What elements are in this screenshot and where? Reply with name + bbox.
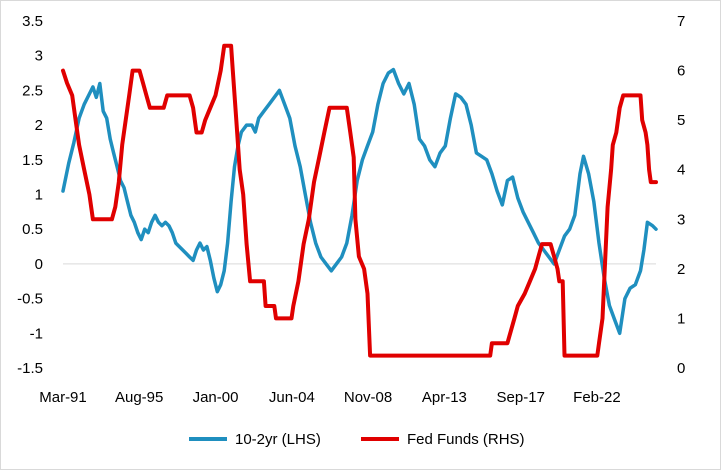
right-tick-label: 4 bbox=[677, 162, 685, 179]
right-tick-label: 6 bbox=[677, 63, 685, 80]
right-tick-label: 5 bbox=[677, 112, 685, 129]
legend-label: Fed Funds (RHS) bbox=[407, 431, 525, 448]
x-tick-label: Jan-00 bbox=[193, 389, 239, 406]
legend-label: 10-2yr (LHS) bbox=[235, 431, 321, 448]
left-tick-label: 3 bbox=[35, 48, 43, 65]
right-tick-label: 1 bbox=[677, 310, 685, 327]
x-tick-label: Nov-08 bbox=[344, 389, 392, 406]
left-axis: -1.5 -1 -0.5 0 0.5 1 1.5 2 2.5 3 3.5 bbox=[17, 13, 43, 377]
right-tick-label: 3 bbox=[677, 211, 685, 228]
left-tick-label: 2 bbox=[35, 117, 43, 134]
series-layer bbox=[61, 43, 658, 358]
x-tick-label: Sep-17 bbox=[497, 389, 545, 406]
x-tick-label: Jun-04 bbox=[269, 389, 315, 406]
left-tick-label: -1 bbox=[30, 325, 43, 342]
x-tick-label: Apr-13 bbox=[422, 389, 467, 406]
left-tick-label: -1.5 bbox=[17, 360, 43, 377]
legend: 10-2yr (LHS) Fed Funds (RHS) bbox=[189, 431, 525, 448]
right-tick-label: 7 bbox=[677, 13, 685, 30]
x-tick-label: Feb-22 bbox=[573, 389, 621, 406]
series-line-spread bbox=[61, 67, 658, 336]
x-tick-label: Aug-95 bbox=[115, 389, 163, 406]
x-tick-label: Mar-91 bbox=[39, 389, 87, 406]
left-tick-label: 1 bbox=[35, 187, 43, 204]
left-tick-label: 0.5 bbox=[22, 221, 43, 238]
left-tick-label: 0 bbox=[35, 256, 43, 273]
left-tick-label: 2.5 bbox=[22, 82, 43, 99]
left-tick-label: 3.5 bbox=[22, 13, 43, 30]
series-line-fed-funds bbox=[61, 43, 658, 358]
right-axis: 0 1 2 3 4 5 6 7 bbox=[677, 13, 685, 377]
right-tick-label: 0 bbox=[677, 360, 685, 377]
left-tick-label: -0.5 bbox=[17, 291, 43, 308]
left-tick-label: 1.5 bbox=[22, 152, 43, 169]
x-axis: Mar-91 Aug-95 Jan-00 Jun-04 Nov-08 Apr-13 Sep-… bbox=[39, 389, 620, 406]
right-tick-label: 2 bbox=[677, 261, 685, 278]
